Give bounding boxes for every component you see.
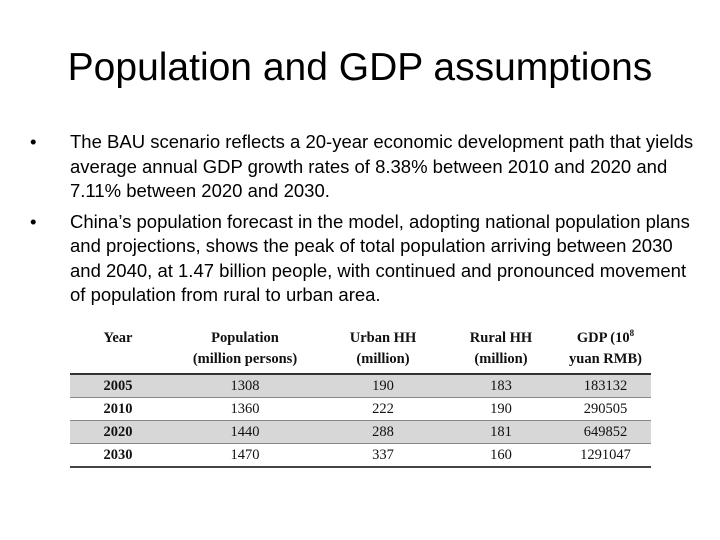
header-gdp-line1: GDP (10 bbox=[576, 330, 630, 346]
header-population: Population (million persons) bbox=[166, 326, 324, 375]
cell-year: 2020 bbox=[70, 420, 166, 444]
cell-population: 1360 bbox=[166, 397, 324, 421]
table-row: 2030 1470 337 160 1291047 bbox=[70, 443, 651, 468]
bullet-marker: • bbox=[30, 131, 37, 152]
cell-gdp: 1291047 bbox=[560, 443, 651, 468]
header-gdp: GDP (108 yuan RMB) bbox=[560, 326, 651, 375]
bullet-item: • The BAU scenario reflects a 20-year ec… bbox=[26, 130, 706, 204]
cell-gdp: 183132 bbox=[560, 374, 651, 398]
cell-urban: 190 bbox=[324, 374, 442, 398]
assumptions-table: Year Population (million persons) Urban … bbox=[70, 326, 651, 468]
bullet-text: China’s population forecast in the model… bbox=[70, 210, 690, 306]
bullet-marker: • bbox=[30, 210, 37, 232]
cell-urban: 337 bbox=[324, 443, 442, 468]
cell-urban: 222 bbox=[324, 397, 442, 421]
header-gdp-line2: yuan RMB) bbox=[569, 351, 642, 367]
slide-title: Population and GDP assumptions bbox=[67, 46, 653, 89]
cell-urban: 288 bbox=[324, 420, 442, 444]
table-body: 2005 1308 190 183 183132 2010 1360 222 190 290505… bbox=[70, 374, 651, 468]
header-urban-line1: Urban HH bbox=[349, 330, 417, 346]
header-urban-line2: (million) bbox=[356, 351, 410, 367]
bullet-list: • The BAU scenario reflects a 20-year ec… bbox=[26, 130, 706, 314]
header-year: Year bbox=[70, 326, 166, 375]
cell-population: 1470 bbox=[166, 443, 324, 468]
header-gdp-exponent: 8 bbox=[629, 328, 635, 339]
table-row: 2020 1440 288 181 649852 bbox=[70, 420, 651, 444]
cell-population: 1440 bbox=[166, 420, 324, 444]
cell-year: 2010 bbox=[70, 397, 166, 421]
cell-rural: 181 bbox=[442, 420, 560, 444]
header-population-line1: Population bbox=[211, 330, 279, 346]
table-row: 2010 1360 222 190 290505 bbox=[70, 397, 651, 421]
table-row: 2005 1308 190 183 183132 bbox=[70, 374, 651, 398]
cell-rural: 190 bbox=[442, 397, 560, 421]
header-rural: Rural HH (million) bbox=[442, 326, 560, 375]
cell-gdp: 649852 bbox=[560, 420, 651, 444]
cell-rural: 160 bbox=[442, 443, 560, 468]
header-year-label: Year bbox=[103, 330, 133, 346]
table-header-row: Year Population (million persons) Urban … bbox=[70, 326, 651, 375]
bullet-item: • China’s population forecast in the mod… bbox=[26, 210, 706, 308]
bullet-text: The BAU scenario reflects a 20-year econ… bbox=[70, 131, 694, 201]
header-urban: Urban HH (million) bbox=[324, 326, 442, 375]
cell-year: 2030 bbox=[70, 443, 166, 468]
cell-year: 2005 bbox=[70, 374, 166, 398]
cell-gdp: 290505 bbox=[560, 397, 651, 421]
header-rural-line1: Rural HH bbox=[469, 330, 533, 346]
cell-population: 1308 bbox=[166, 374, 324, 398]
header-population-line2: (million persons) bbox=[192, 351, 298, 367]
header-rural-line2: (million) bbox=[474, 351, 528, 367]
cell-rural: 183 bbox=[442, 374, 560, 398]
